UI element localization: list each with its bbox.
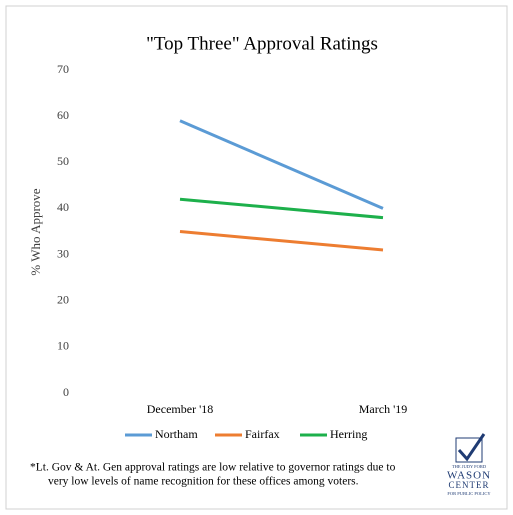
logo-text: THE JUDY FORD: [452, 464, 487, 469]
logo-text: CENTER: [449, 480, 490, 490]
line: [179, 197, 384, 220]
line: [179, 230, 384, 252]
footnote: very low levels of name recognition for …: [48, 476, 359, 488]
logo-text: WASON: [447, 470, 491, 482]
x-tick-label: March '19: [359, 402, 407, 416]
y-tick-label: 10: [57, 339, 69, 353]
y-tick-label: 50: [57, 154, 69, 168]
y-tick-label: 60: [57, 108, 69, 122]
y-tick-label: 30: [57, 246, 69, 260]
logo-box: [455, 437, 483, 463]
footnote: *Lt. Gov & At. Gen approval ratings are …: [30, 462, 396, 474]
y-tick-label: 0: [63, 385, 69, 399]
legend-label: Northam: [155, 427, 198, 441]
x-tick-label: December '18: [147, 402, 213, 416]
frame: [5, 5, 508, 510]
logo-check: [457, 433, 486, 462]
y-tick-label: 20: [57, 292, 69, 306]
y-tick-label: 70: [57, 62, 69, 76]
chart-title: "Top Three" Approval Ratings: [146, 33, 378, 54]
y-tick-label: 40: [57, 200, 69, 214]
logo-text: FOR PUBLIC POLICY: [447, 491, 491, 496]
y-axis-label: % Who Approve: [28, 188, 43, 275]
legend-label: Herring: [330, 427, 367, 441]
line: [179, 119, 384, 210]
legend-label: Fairfax: [245, 427, 280, 441]
